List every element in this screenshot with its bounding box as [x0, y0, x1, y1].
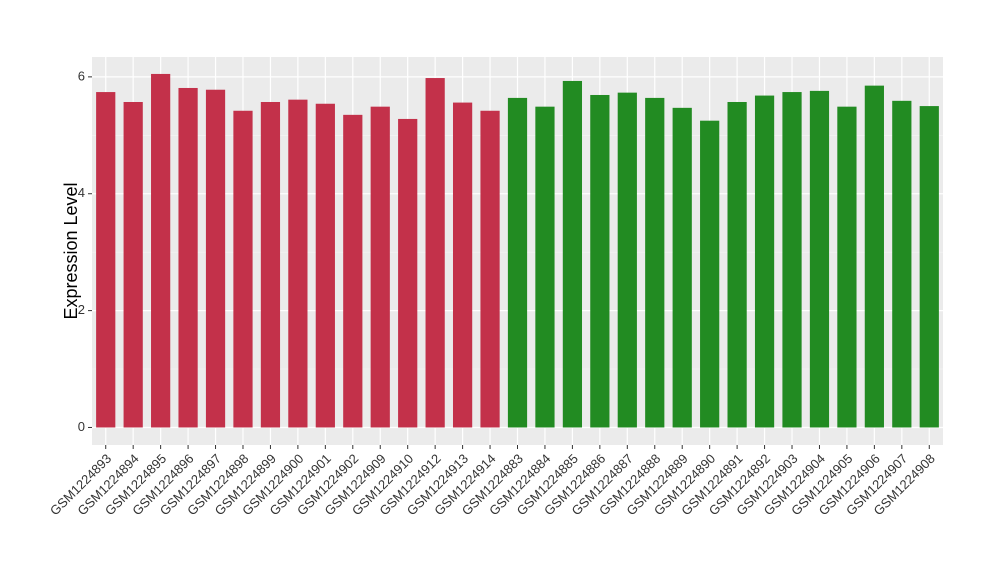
- bar: [151, 73, 171, 428]
- bar: [480, 110, 500, 428]
- bar: [590, 94, 610, 428]
- bar: [754, 95, 775, 428]
- bar: [864, 85, 884, 428]
- bar: [260, 101, 281, 428]
- bar: [837, 106, 857, 428]
- y-tick-label: 2: [78, 302, 85, 317]
- bar: [727, 101, 747, 428]
- bar: [892, 100, 912, 428]
- bar: [645, 97, 665, 428]
- bar: [617, 92, 637, 428]
- bar: [507, 97, 528, 428]
- bar: [919, 106, 939, 428]
- bar: [425, 78, 445, 428]
- bar: [452, 102, 473, 428]
- bar: [672, 107, 692, 428]
- bar: [562, 80, 583, 428]
- bar: [233, 110, 253, 428]
- y-tick-label: 0: [78, 419, 85, 434]
- bar: [343, 114, 363, 428]
- bar: [535, 106, 555, 428]
- y-axis-title: Expression Level: [61, 182, 81, 319]
- bar: [178, 87, 198, 428]
- bar: [205, 89, 226, 428]
- bar: [398, 118, 418, 428]
- bar: [782, 92, 802, 428]
- bar: [123, 101, 143, 428]
- bar: [96, 92, 116, 428]
- y-tick-label: 6: [78, 68, 85, 83]
- bar: [700, 120, 720, 428]
- bar: [288, 99, 308, 428]
- bar: [809, 90, 830, 428]
- y-tick-label: 4: [78, 185, 85, 200]
- bar: [315, 103, 335, 428]
- bar: [370, 106, 390, 428]
